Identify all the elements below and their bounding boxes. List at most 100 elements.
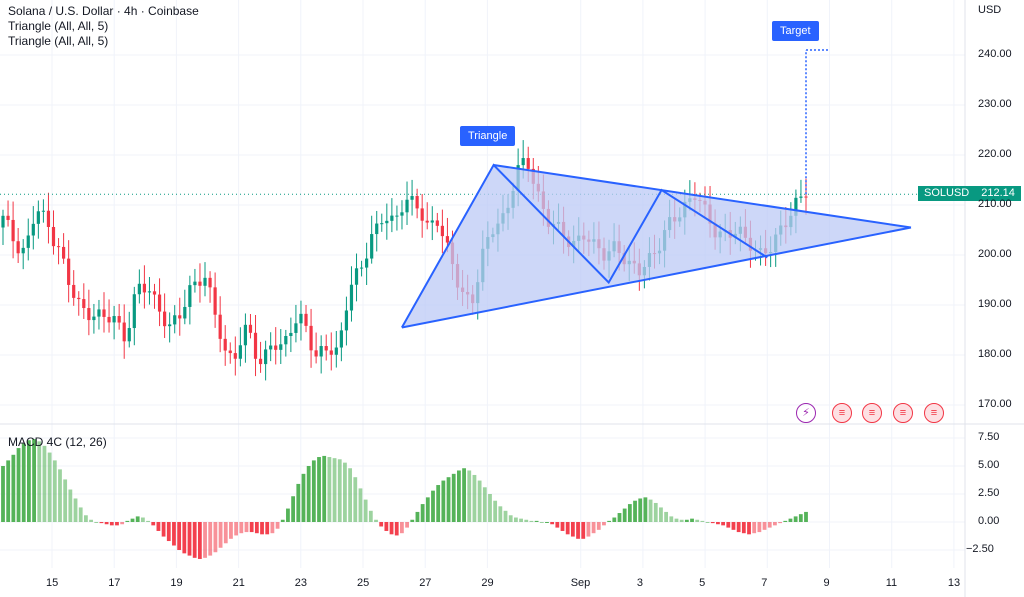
- macd-bar: [11, 454, 16, 522]
- price-tick-label: 190.00: [978, 298, 1012, 310]
- macd-bar: [135, 516, 140, 522]
- us-flag-icon[interactable]: ≡: [832, 403, 852, 423]
- macd-bar: [648, 499, 653, 522]
- macd-bar: [431, 490, 435, 522]
- macd-bar: [120, 522, 125, 525]
- triangle-zigzag: [401, 163, 768, 328]
- macd-bar: [565, 522, 570, 535]
- price-tick-label: 230.00: [978, 98, 1012, 110]
- candle-body: [304, 313, 308, 326]
- candle-body: [395, 215, 399, 217]
- time-tick-label: 21: [232, 577, 245, 589]
- candle-body: [97, 309, 101, 317]
- target-annotation[interactable]: Target: [772, 21, 819, 41]
- candle-body: [67, 258, 71, 285]
- macd-bar: [488, 494, 492, 522]
- candle-body: [51, 226, 56, 247]
- candle-body: [344, 310, 349, 331]
- candle-body: [127, 328, 131, 342]
- candle-body: [435, 220, 439, 226]
- macd-bar: [446, 477, 451, 522]
- macd-bar: [653, 502, 658, 522]
- macd-bar: [560, 522, 565, 531]
- bolt-icon[interactable]: ⚡: [796, 403, 816, 423]
- macd-histogram: [1, 439, 808, 559]
- macd-bar: [161, 522, 166, 537]
- macd-bar: [798, 514, 803, 522]
- macd-bar: [591, 522, 596, 534]
- candle-body: [309, 325, 313, 351]
- indicator-label[interactable]: Triangle (All, All, 5): [8, 19, 109, 33]
- candle-body: [269, 345, 273, 350]
- macd-bar: [700, 520, 705, 522]
- candle-body: [415, 196, 419, 209]
- macd-indicator-label[interactable]: MACD 4C (12, 26): [8, 435, 107, 449]
- price-tick-label: 210.00: [978, 198, 1012, 210]
- triangle-annotation[interactable]: Triangle: [460, 126, 516, 146]
- macd-bar: [353, 477, 358, 522]
- candle-body: [248, 324, 253, 333]
- macd-bar: [462, 468, 466, 522]
- candle-body: [228, 350, 232, 354]
- macd-bar: [172, 522, 176, 546]
- candle-body: [31, 223, 35, 236]
- macd-bar: [436, 485, 441, 522]
- macd-tick-label: −2.50: [966, 543, 994, 555]
- macd-bar: [73, 498, 78, 522]
- macd-bar: [27, 440, 31, 522]
- us-flag-icon[interactable]: ≡: [862, 403, 882, 423]
- macd-bar: [659, 507, 663, 522]
- macd-bar: [291, 496, 296, 522]
- candle-body: [198, 281, 202, 286]
- macd-bar: [705, 522, 710, 523]
- macd-bar: [747, 522, 751, 535]
- candle-body: [26, 235, 30, 248]
- candle-body: [380, 223, 384, 225]
- candle-body: [92, 316, 96, 321]
- macd-bar: [254, 522, 259, 534]
- macd-bar: [783, 520, 788, 522]
- candle-body: [117, 316, 121, 323]
- macd-tick-label: 0.00: [978, 515, 1000, 527]
- macd-bar: [1, 466, 5, 522]
- macd-bar: [306, 466, 311, 522]
- indicator-label[interactable]: Triangle (All, All, 5): [8, 34, 109, 48]
- candle-body: [440, 225, 444, 237]
- us-flag-icon[interactable]: ≡: [924, 403, 944, 423]
- macd-bar: [109, 522, 114, 526]
- candle-body: [11, 219, 15, 242]
- candle-body: [203, 277, 207, 286]
- macd-bar: [234, 522, 239, 536]
- price-tick-label: 220.00: [978, 148, 1012, 160]
- macd-bar: [322, 455, 327, 522]
- macd-bar: [358, 488, 363, 522]
- symbol-title[interactable]: Solana / U.S. Dollar · 4h · Coinbase: [8, 4, 199, 18]
- macd-bar: [146, 520, 150, 522]
- macd-tick-label: 5.00: [978, 459, 1000, 471]
- price-tag-symbol: SOLUSD: [924, 187, 970, 199]
- macd-bar: [793, 516, 798, 522]
- macd-bar: [400, 522, 404, 534]
- macd-bar: [472, 474, 477, 522]
- candle-body: [157, 294, 162, 312]
- currency-label[interactable]: USD: [978, 4, 1002, 16]
- macd-bar: [420, 504, 425, 522]
- macd-bar: [213, 522, 218, 553]
- macd-bar: [773, 522, 777, 526]
- macd-bar: [529, 520, 534, 522]
- candle-body: [102, 309, 106, 317]
- macd-bar: [156, 522, 161, 531]
- candle-body: [329, 350, 333, 355]
- us-flag-icon[interactable]: ≡: [893, 403, 913, 423]
- candle-body: [354, 268, 359, 285]
- candle-body: [107, 316, 111, 323]
- macd-bar: [726, 522, 731, 528]
- candle-body: [16, 241, 20, 254]
- macd-bar: [710, 522, 715, 524]
- macd-bar: [545, 522, 549, 523]
- macd-bar: [83, 515, 88, 522]
- macd-bar: [456, 470, 461, 522]
- candle-body: [799, 196, 803, 198]
